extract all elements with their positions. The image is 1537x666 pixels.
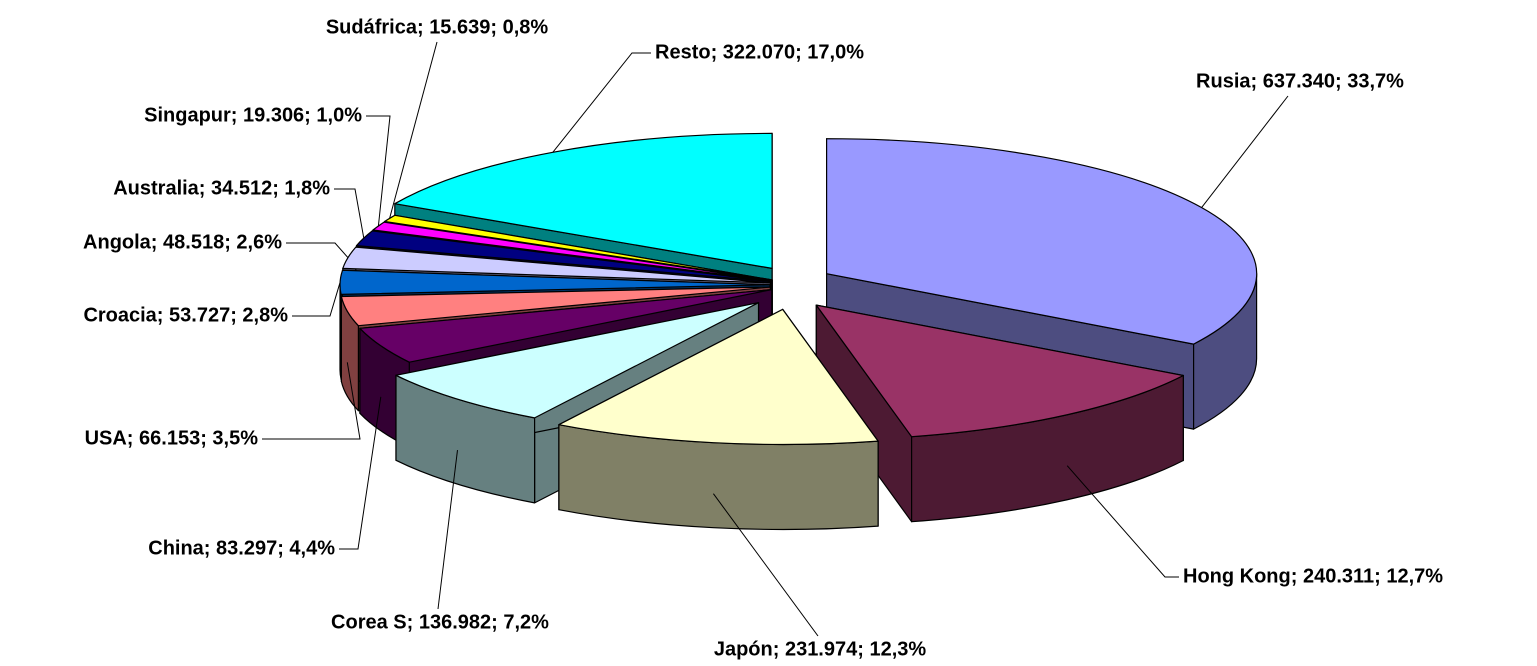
leader-line bbox=[262, 362, 361, 440]
leader-line bbox=[712, 493, 819, 637]
slice bbox=[815, 304, 1184, 523]
data-label: Singapur; 19.306; 1,0% bbox=[144, 104, 362, 126]
slice-top bbox=[340, 286, 771, 327]
data-label: Rusia; 637.340; 33,7% bbox=[1196, 70, 1404, 92]
data-label: Croacia; 53.727; 2,8% bbox=[83, 304, 288, 326]
slice-top bbox=[394, 132, 773, 269]
data-label: Corea S; 136.982; 7,2% bbox=[331, 611, 549, 633]
slice-top bbox=[372, 221, 773, 282]
slice-top bbox=[815, 304, 1184, 438]
leader-line bbox=[339, 396, 382, 550]
leader-line bbox=[389, 41, 438, 219]
leader-line bbox=[552, 52, 651, 153]
leader-line bbox=[334, 188, 365, 239]
data-label: Resto; 322.070; 17,0% bbox=[655, 41, 864, 63]
data-label: China; 83.297; 4,4% bbox=[148, 537, 335, 559]
leader-line bbox=[1201, 95, 1289, 208]
leader-line bbox=[1066, 465, 1179, 578]
data-label: Hong Kong; 240.311; 12,7% bbox=[1183, 565, 1443, 587]
leader-line bbox=[286, 242, 349, 259]
leader-line bbox=[437, 450, 458, 610]
slice-top bbox=[359, 289, 773, 363]
slice-top bbox=[558, 308, 879, 446]
slice-top bbox=[826, 138, 1258, 345]
data-label: Australia; 34.512; 1,8% bbox=[113, 177, 330, 199]
pie bbox=[339, 132, 1258, 531]
leader-line bbox=[366, 115, 391, 227]
data-label: Sudáfrica; 15.639; 0,8% bbox=[326, 16, 549, 38]
data-label: Angola; 48.518; 2,6% bbox=[83, 231, 282, 253]
slice bbox=[558, 308, 879, 531]
data-label: USA; 66.153; 3,5% bbox=[85, 427, 259, 449]
slice-top bbox=[395, 302, 760, 419]
leader-line bbox=[292, 282, 341, 317]
data-label: Japón; 231.974; 12,3% bbox=[714, 638, 927, 660]
